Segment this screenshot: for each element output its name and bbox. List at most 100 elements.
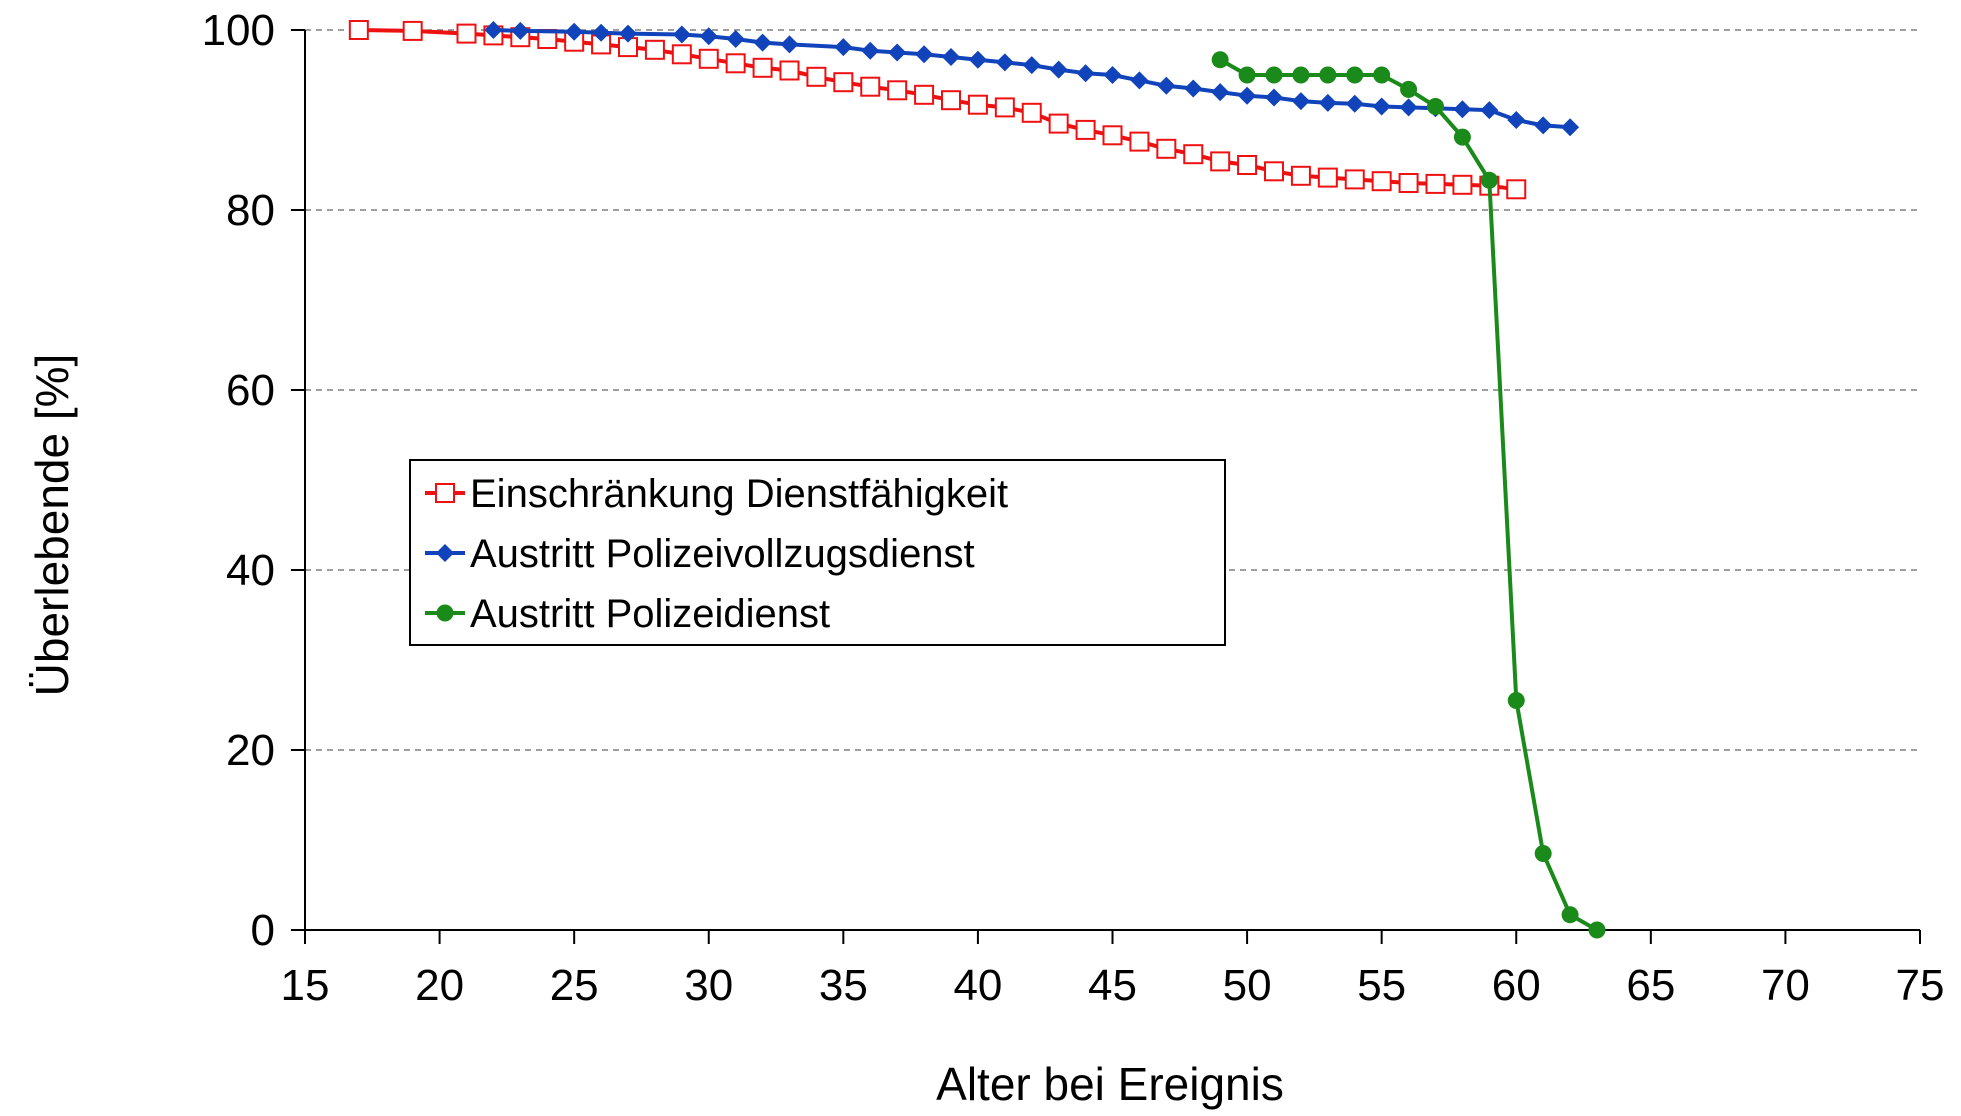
series-1-point-37 — [1371, 171, 1392, 192]
series-1-point-16 — [806, 66, 827, 87]
x-tick-label-75: 75 — [1896, 961, 1945, 1010]
legend: Einschränkung Dienstfähigkeit Austritt Po… — [409, 459, 1226, 646]
axes: 0 20 40 60 80 100 15 20 25 30 35 40 45 50 55 60 65 70 75 — [202, 6, 1945, 1010]
series-2-point-10 — [780, 35, 799, 54]
series-1-point-31 — [1210, 151, 1231, 172]
x-tick-label-50: 50 — [1223, 961, 1272, 1010]
series-1-point-17 — [833, 72, 854, 93]
series-3-point-5 — [1319, 66, 1337, 84]
series-1-point-26 — [1075, 119, 1096, 140]
series-2-point-1 — [484, 21, 503, 39]
series-1-point-38 — [1398, 173, 1419, 193]
series-1 — [348, 20, 1527, 200]
series-2-point-36 — [1507, 111, 1526, 129]
series-2-point-27 — [1265, 88, 1283, 107]
series-3-point-13 — [1534, 845, 1552, 862]
series-2-point-18 — [1022, 56, 1041, 75]
series-2-point-16 — [968, 50, 987, 69]
y-tick-label-100: 100 — [202, 6, 275, 55]
series-1-point-33 — [1264, 161, 1284, 182]
series-group — [348, 20, 1606, 939]
series-3-point-4 — [1292, 66, 1310, 84]
x-tick-label-20: 20 — [415, 961, 464, 1010]
series-3-point-6 — [1346, 66, 1364, 84]
series-2-point-37 — [1534, 116, 1553, 135]
y-tick-label-60: 60 — [226, 366, 275, 415]
series-1-point-22 — [967, 94, 988, 115]
series-2-point-9 — [753, 33, 772, 52]
series-1-point-29 — [1156, 138, 1177, 159]
series-2-point-2 — [511, 21, 530, 40]
series-1-point-13 — [725, 53, 746, 74]
series-1-point-30 — [1183, 144, 1204, 165]
series-2-point-6 — [672, 25, 691, 44]
series-1-point-10 — [644, 39, 665, 60]
series-1-point-15 — [779, 60, 800, 81]
series-1-point-35 — [1317, 167, 1338, 188]
x-axis-title: Alter bei Ereignis — [936, 1058, 1284, 1110]
x-tick-label-45: 45 — [1088, 961, 1137, 1010]
series-1-point-11 — [671, 44, 692, 65]
series-2-point-8 — [726, 30, 745, 48]
x-tick-label-30: 30 — [684, 961, 733, 1010]
x-tick-label-70: 70 — [1761, 961, 1810, 1010]
series-3-point-15 — [1588, 921, 1606, 939]
series-1-point-34 — [1290, 165, 1311, 186]
series-2-point-34 — [1453, 100, 1472, 119]
series-2-point-25 — [1211, 83, 1230, 102]
series-2-point-20 — [1076, 64, 1095, 83]
series-3-point-12 — [1507, 692, 1525, 709]
series-1-point-19 — [887, 80, 908, 101]
y-axis-title: Überlebende [%] — [26, 354, 78, 697]
series-2-point-5 — [619, 24, 637, 43]
series-2-point-32 — [1399, 98, 1418, 117]
series-1-point-2 — [402, 20, 423, 41]
legend-label-1: Einschränkung Dienstfähigkeit — [470, 472, 1008, 516]
series-2-point-31 — [1372, 97, 1391, 116]
series-3-point-9 — [1427, 98, 1444, 115]
series-3-point-1 — [1211, 51, 1229, 69]
series-1-point-39 — [1425, 173, 1446, 194]
series-2-point-11 — [834, 38, 853, 57]
series-1-point-23 — [994, 97, 1015, 118]
series-1-point-20 — [914, 84, 935, 105]
series-3 — [1211, 51, 1606, 939]
series-1-point-14 — [752, 57, 773, 78]
x-tick-label-35: 35 — [819, 961, 868, 1010]
series-1-point-3 — [456, 23, 477, 44]
series-2-point-4 — [592, 23, 611, 42]
series-2-point-15 — [942, 48, 960, 66]
legend-marker-3 — [436, 604, 454, 622]
series-1-point-32 — [1237, 155, 1258, 175]
series-2-point-24 — [1184, 79, 1203, 98]
series-1-point-12 — [698, 48, 719, 69]
series-2-point-17 — [995, 53, 1014, 72]
legend-marker-1 — [435, 483, 455, 503]
series-3-point-14 — [1561, 906, 1579, 924]
series-3-point-3 — [1265, 66, 1283, 84]
legend-box — [409, 459, 1226, 646]
x-tick-label-60: 60 — [1492, 961, 1541, 1010]
series-2-point-7 — [699, 27, 718, 46]
legend-marker-2 — [436, 544, 454, 562]
series-1-point-36 — [1344, 169, 1365, 190]
series-2-point-23 — [1157, 76, 1176, 95]
series-1-point-24 — [1021, 102, 1042, 123]
y-tick-label-20: 20 — [226, 726, 275, 775]
x-tick-label-65: 65 — [1626, 961, 1675, 1010]
x-tick-label-55: 55 — [1357, 961, 1406, 1010]
series-2-point-19 — [1049, 60, 1068, 79]
series-2-point-35 — [1480, 101, 1499, 120]
series-1-point-25 — [1048, 113, 1069, 134]
y-tick-label-0: 0 — [251, 906, 275, 955]
series-3-point-11 — [1480, 171, 1498, 189]
series-1-point-42 — [1506, 179, 1527, 200]
legend-label-3: Austritt Polizeidienst — [470, 592, 830, 636]
series-1-point-28 — [1129, 131, 1150, 152]
x-tick-label-15: 15 — [281, 961, 330, 1010]
series-2-point-28 — [1291, 92, 1310, 111]
series-2-point-26 — [1238, 86, 1257, 105]
legend-label-2: Austritt Polizeivollzugsdienst — [470, 532, 975, 576]
series-2-point-30 — [1345, 94, 1364, 113]
